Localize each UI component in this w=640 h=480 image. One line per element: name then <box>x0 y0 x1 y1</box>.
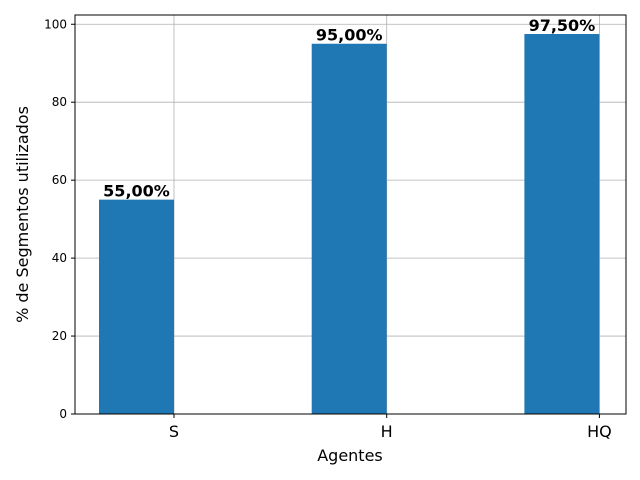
bar-value-label-s: 55,00% <box>103 182 170 201</box>
y-tick-label: 60 <box>52 173 67 187</box>
y-tick-label: 40 <box>52 251 67 265</box>
bar-hq <box>524 34 600 414</box>
y-tick-label: 0 <box>59 407 67 421</box>
y-tick-label: 100 <box>44 17 67 31</box>
y-tick-label: 80 <box>52 95 67 109</box>
bar-value-label-h: 95,00% <box>316 26 383 45</box>
y-tick-label: 20 <box>52 329 67 343</box>
x-tick-label-hq: HQ <box>587 422 612 441</box>
plot-frame <box>74 14 627 415</box>
bar-h <box>311 43 387 414</box>
y-axis-title: % de Segmentos utilizados <box>13 106 32 323</box>
bar-value-labels: 55,00% 95,00% 97,50% <box>103 16 595 201</box>
x-tick-label-s: S <box>169 422 179 441</box>
x-axis: S H HQ <box>169 414 612 441</box>
bar-s <box>99 199 174 414</box>
y-axis: 0 20 40 60 80 100 <box>44 17 75 421</box>
bar-value-label-hq: 97,50% <box>529 16 596 35</box>
bars-layer <box>99 34 600 414</box>
x-tick-label-h: H <box>381 422 393 441</box>
x-axis-title: Agentes <box>317 446 383 465</box>
